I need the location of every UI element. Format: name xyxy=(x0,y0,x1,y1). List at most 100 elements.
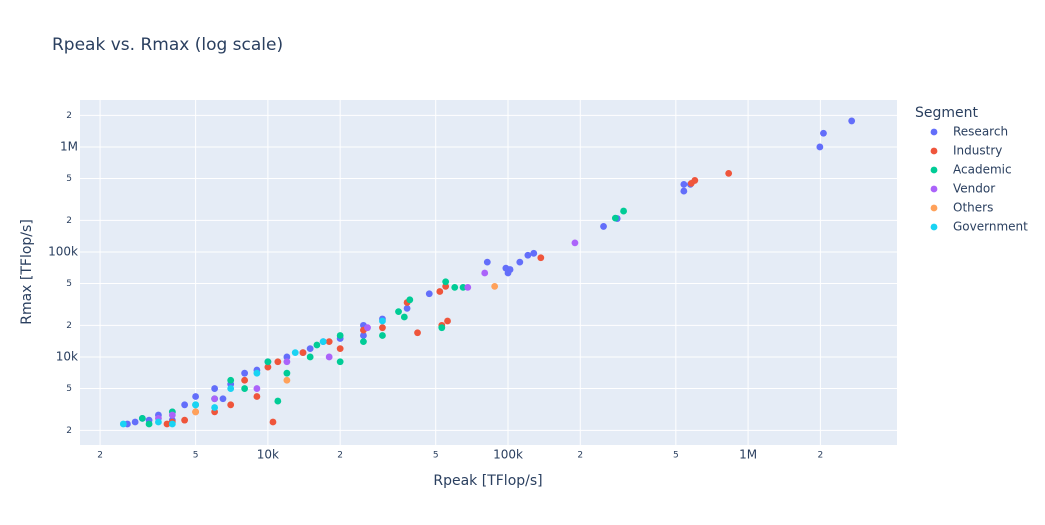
x-tick-label: 5 xyxy=(673,451,679,461)
point xyxy=(211,404,219,411)
point xyxy=(299,349,307,356)
y-tick-label: 2 xyxy=(66,426,72,436)
point xyxy=(264,363,272,371)
legend-title: Segment xyxy=(915,105,979,121)
legend-marker xyxy=(930,166,938,174)
point xyxy=(364,324,371,332)
point xyxy=(181,416,189,424)
point xyxy=(725,169,733,177)
point xyxy=(444,317,451,325)
x-tick-label: 1M xyxy=(739,448,757,462)
point xyxy=(459,283,467,291)
point xyxy=(395,308,402,316)
x-axis-title: Rpeak [TFlop/s] xyxy=(433,473,542,489)
point xyxy=(820,129,827,137)
point xyxy=(241,369,249,377)
point xyxy=(336,332,344,339)
x-tick-label: 5 xyxy=(193,451,199,461)
point xyxy=(379,332,386,339)
point xyxy=(227,401,235,409)
point xyxy=(680,187,688,195)
y-axis-title: Rmax [TFlop/s] xyxy=(19,219,35,325)
point xyxy=(168,411,176,419)
y-tick-label: 5 xyxy=(66,174,72,184)
grid xyxy=(80,100,897,445)
point xyxy=(524,251,532,259)
point xyxy=(687,179,695,187)
point xyxy=(436,288,444,295)
point xyxy=(414,329,421,337)
point xyxy=(274,397,282,405)
legend-marker xyxy=(930,185,938,193)
y-tick-label: 2 xyxy=(66,111,72,121)
point xyxy=(283,358,291,366)
x-tick-label: 2 xyxy=(577,451,583,461)
point xyxy=(283,369,291,377)
point xyxy=(283,376,291,384)
legend-marker xyxy=(930,147,938,155)
point xyxy=(264,358,272,366)
point xyxy=(611,214,619,222)
y-tick-label: 5 xyxy=(66,384,72,394)
y-tick-label: 10k xyxy=(56,349,78,363)
point xyxy=(336,358,344,366)
point xyxy=(131,418,139,426)
point xyxy=(360,338,367,346)
point xyxy=(192,393,200,400)
point xyxy=(600,223,607,230)
y-tick-label: 5 xyxy=(66,279,72,289)
x-tick-label: 10k xyxy=(257,448,279,462)
legend-marker xyxy=(930,223,938,231)
point xyxy=(516,258,524,266)
point xyxy=(379,324,386,332)
points xyxy=(119,117,856,428)
point xyxy=(269,418,277,426)
point xyxy=(119,420,127,428)
point xyxy=(464,283,472,291)
point xyxy=(241,376,249,384)
point xyxy=(530,249,538,257)
y-tick-label: 2 xyxy=(66,321,72,331)
x-tick-label: 100k xyxy=(493,448,523,462)
point xyxy=(325,353,333,361)
legend-marker xyxy=(930,128,938,136)
x-tick-label: 5 xyxy=(433,451,439,461)
point xyxy=(620,207,627,215)
point xyxy=(192,408,200,416)
point xyxy=(537,254,545,262)
point xyxy=(400,313,408,321)
point xyxy=(138,414,146,422)
point xyxy=(313,341,321,349)
point xyxy=(379,317,386,325)
point xyxy=(403,304,411,312)
point xyxy=(253,393,261,400)
point xyxy=(325,338,333,346)
legend-label: Academic xyxy=(953,163,1012,177)
y-tick-label: 1M xyxy=(60,139,78,153)
point xyxy=(848,117,856,125)
point xyxy=(451,283,459,291)
legend-label: Industry xyxy=(953,144,1002,158)
chart-title: Rpeak vs. Rmax (log scale) xyxy=(52,35,283,55)
point xyxy=(211,385,219,392)
point xyxy=(163,420,171,428)
legend-label: Research xyxy=(953,125,1008,139)
point xyxy=(253,369,261,377)
point xyxy=(442,278,450,286)
y-tick-label: 100k xyxy=(48,244,78,258)
point xyxy=(406,296,414,304)
point xyxy=(211,395,219,403)
point xyxy=(283,353,291,361)
point xyxy=(680,180,688,188)
legend-label: Vendor xyxy=(953,182,995,196)
point xyxy=(483,258,491,266)
point xyxy=(481,269,489,277)
point xyxy=(491,282,499,290)
point xyxy=(192,401,200,409)
point xyxy=(219,395,227,403)
point xyxy=(360,332,367,339)
x-tick-label: 2 xyxy=(337,451,343,461)
point xyxy=(571,239,579,247)
point xyxy=(319,338,327,346)
